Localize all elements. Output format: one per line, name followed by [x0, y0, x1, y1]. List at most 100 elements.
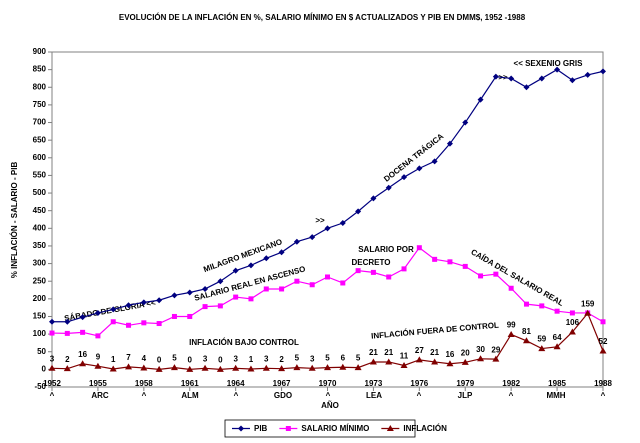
- data-point: [64, 330, 70, 336]
- chart-title: EVOLUCIÓN DE LA INFLACIÓN EN %, SALARIO …: [119, 13, 526, 22]
- data-label: 1: [249, 355, 254, 364]
- data-point: [263, 255, 270, 262]
- legend-label: SALARIO MÍNIMO: [301, 424, 369, 433]
- data-label: 6: [341, 353, 346, 362]
- data-point: [217, 303, 223, 309]
- data-label: 29: [491, 345, 500, 354]
- data-point: [156, 321, 162, 327]
- data-point: [79, 360, 87, 367]
- y-tick-label: 850: [33, 65, 47, 74]
- data-point: [462, 263, 468, 269]
- data-label: 1: [111, 355, 116, 364]
- y-axis-label: % INFLACIÓN - SALARIO - PIB: [10, 162, 19, 279]
- data-point: [202, 304, 208, 310]
- y-tick-label: 700: [33, 118, 47, 127]
- y-tick-label: 800: [33, 82, 47, 91]
- data-label: 21: [430, 348, 439, 357]
- data-point: [262, 364, 270, 371]
- data-label: 3: [203, 354, 208, 363]
- data-point: [171, 313, 177, 319]
- data-point: [278, 249, 285, 256]
- x-tick-label: 1985: [548, 379, 566, 388]
- data-point: [599, 347, 607, 354]
- x-tick-label: 1964: [227, 379, 245, 388]
- x-tick-label: 1979: [456, 379, 474, 388]
- data-point: [233, 294, 239, 300]
- y-tick-label: 150: [33, 312, 47, 321]
- y-tick-label: 50: [37, 347, 46, 356]
- sexenio-caret: ^: [509, 391, 514, 400]
- data-label: 21: [369, 348, 378, 357]
- data-point: [370, 195, 377, 202]
- data-point: [523, 301, 529, 307]
- annotation: >>: [315, 216, 325, 225]
- data-point: [125, 363, 133, 370]
- data-label: 9: [96, 352, 101, 361]
- data-point: [369, 358, 377, 365]
- y-tick-label: 200: [33, 294, 47, 303]
- legend-marker: [386, 425, 394, 431]
- data-point: [538, 345, 546, 352]
- data-point: [493, 271, 499, 277]
- data-point: [170, 364, 178, 371]
- data-point: [109, 365, 117, 372]
- data-label: 159: [581, 299, 595, 308]
- data-point: [539, 303, 545, 309]
- data-point: [355, 208, 362, 215]
- data-label: 20: [461, 348, 470, 357]
- data-point: [324, 225, 331, 232]
- data-point: [415, 356, 423, 363]
- data-point: [401, 174, 408, 181]
- data-point: [416, 245, 422, 251]
- data-point: [263, 286, 269, 292]
- data-point: [49, 330, 55, 336]
- data-point: [462, 119, 469, 126]
- data-point: [110, 319, 116, 325]
- data-label: 27: [415, 346, 424, 355]
- sexenio-caret: ^: [326, 391, 331, 400]
- data-point: [247, 365, 255, 372]
- x-axis-label: AÑO: [321, 401, 339, 410]
- data-point: [508, 75, 515, 82]
- data-label: 0: [157, 355, 162, 364]
- sexenio-caret: ^: [142, 391, 147, 400]
- data-point: [447, 259, 453, 265]
- data-label: 5: [295, 354, 300, 363]
- data-point: [141, 320, 147, 326]
- data-label: 5: [325, 354, 330, 363]
- data-point: [386, 274, 392, 280]
- data-label: 64: [553, 333, 562, 342]
- y-tick-label: 350: [33, 241, 47, 250]
- data-point: [309, 282, 315, 288]
- data-point: [355, 268, 361, 274]
- data-label: 3: [310, 354, 315, 363]
- legend-box: [224, 419, 416, 438]
- data-point: [584, 71, 591, 78]
- data-label: 59: [537, 335, 546, 344]
- data-label: 106: [566, 318, 580, 327]
- data-label: 21: [384, 348, 393, 357]
- x-tick-label: 1952: [43, 379, 61, 388]
- annotation: SALARIO POR: [358, 245, 414, 254]
- sexenio-caret: ^: [50, 391, 55, 400]
- data-point: [125, 302, 132, 309]
- data-point: [278, 365, 286, 372]
- data-point: [48, 364, 56, 371]
- data-point: [554, 308, 560, 314]
- data-label: 7: [126, 353, 131, 362]
- data-label: 0: [188, 355, 193, 364]
- y-tick-label: 250: [33, 276, 47, 285]
- data-point: [354, 364, 362, 371]
- data-point: [478, 273, 484, 279]
- data-point: [171, 292, 178, 299]
- data-point: [156, 297, 163, 304]
- x-tick-label: 1982: [502, 379, 520, 388]
- data-point: [324, 364, 331, 371]
- annotation: DECRETO: [352, 258, 391, 267]
- data-point: [477, 96, 484, 103]
- data-point: [431, 158, 438, 165]
- data-point: [201, 364, 209, 371]
- data-label: 3: [50, 354, 55, 363]
- president-label: MMH: [546, 391, 565, 400]
